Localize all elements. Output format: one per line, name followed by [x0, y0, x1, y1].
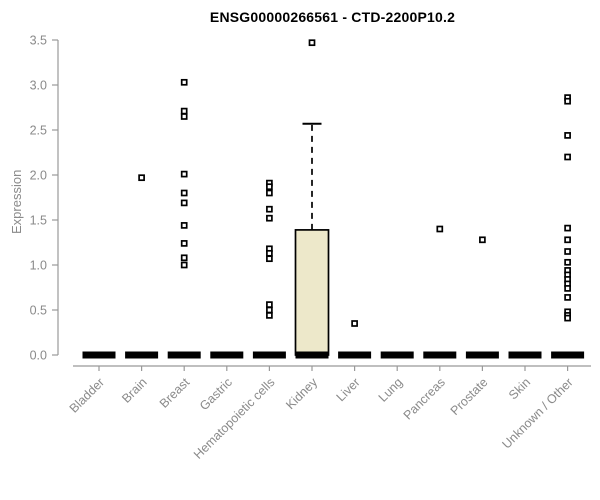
- outlier-point-hematopoietic-cells: [266, 249, 273, 257]
- x-tick-label-kidney: Kidney: [283, 375, 320, 412]
- median-bar-prostate: [465, 351, 499, 359]
- chart-title: ENSG00000266561 - CTD-2200P10.2: [209, 9, 456, 25]
- x-tick-label-gastric: Gastric: [197, 375, 235, 413]
- outlier-point-breast: [180, 107, 188, 115]
- y-tick-label: 2.5: [30, 124, 47, 138]
- median-bar-lung: [380, 351, 414, 359]
- median-bar-breast: [167, 351, 201, 359]
- x-tick-label-liver: Liver: [334, 375, 363, 404]
- median-bar-gastric: [210, 351, 244, 359]
- median-bar-skin: [508, 351, 542, 359]
- outlier-point-kidney: [308, 39, 316, 47]
- outlier-point-breast: [180, 78, 188, 86]
- outlier-point-hematopoietic-cells: [266, 205, 273, 213]
- outlier-point-hematopoietic-cells: [266, 255, 273, 263]
- y-tick-label: 0.0: [30, 349, 47, 363]
- median-bar-brain: [125, 351, 159, 359]
- x-tick-label-brain: Brain: [119, 375, 150, 406]
- outlier-point-hematopoietic-cells: [266, 214, 273, 222]
- box-kidney: [294, 229, 330, 356]
- median-bar-kidney: [295, 351, 329, 359]
- median-bar-liver: [338, 351, 372, 359]
- outlier-point-breast: [180, 240, 188, 247]
- x-tick-label-bladder: Bladder: [67, 375, 107, 415]
- outlier-point-hematopoietic-cells: [266, 306, 273, 314]
- x-tick-label-pancreas: Pancreas: [401, 375, 448, 422]
- outlier-point-prostate: [479, 236, 486, 244]
- x-tick-label-hematopoietic-cells: Hematopoietic cells: [191, 375, 278, 462]
- y-tick-label: 1.5: [30, 214, 47, 228]
- outlier-point-unknown-other: [564, 314, 571, 322]
- median-bar-pancreas: [423, 351, 457, 359]
- median-bar-hematopoietic-cells: [252, 351, 286, 359]
- y-tick-label: 3.5: [30, 34, 47, 48]
- median-bar-unknown-other: [551, 351, 585, 359]
- outlier-point-unknown-other: [564, 248, 571, 255]
- outlier-point-breast: [180, 170, 188, 178]
- x-tick-label-lung: Lung: [376, 375, 406, 405]
- outlier-point-unknown-other: [564, 132, 571, 139]
- y-tick-label: 3.0: [30, 79, 47, 93]
- y-tick-label: 2.0: [30, 169, 47, 183]
- outlier-point-unknown-other: [564, 258, 571, 266]
- outlier-point-hematopoietic-cells: [266, 312, 273, 319]
- x-tick-label-skin: Skin: [506, 375, 533, 402]
- y-tick-label: 1.0: [30, 259, 47, 273]
- outlier-point-pancreas: [436, 225, 444, 233]
- outlier-point-unknown-other: [564, 294, 571, 301]
- outlier-point-breast: [180, 254, 188, 262]
- outlier-point-unknown-other: [564, 97, 571, 105]
- outlier-point-breast: [180, 222, 188, 229]
- x-tick-label-breast: Breast: [157, 375, 193, 411]
- outlier-point-breast: [180, 261, 188, 269]
- x-tick-label-prostate: Prostate: [448, 375, 491, 418]
- median-bar-bladder: [82, 351, 116, 359]
- outlier-point-breast: [180, 189, 188, 197]
- outlier-point-breast: [180, 113, 188, 120]
- outlier-point-hematopoietic-cells: [266, 183, 273, 191]
- outlier-point-liver: [351, 320, 358, 327]
- outlier-point-hematopoietic-cells: [266, 301, 273, 308]
- outlier-point-unknown-other: [564, 153, 571, 161]
- outlier-point-unknown-other: [564, 224, 571, 232]
- outlier-point-hematopoietic-cells: [266, 189, 273, 197]
- outlier-point-unknown-other: [564, 236, 571, 244]
- y-tick-label: 0.5: [30, 304, 47, 318]
- outlier-point-breast: [180, 199, 188, 207]
- outlier-point-unknown-other: [564, 285, 571, 292]
- outlier-point-brain: [138, 174, 145, 182]
